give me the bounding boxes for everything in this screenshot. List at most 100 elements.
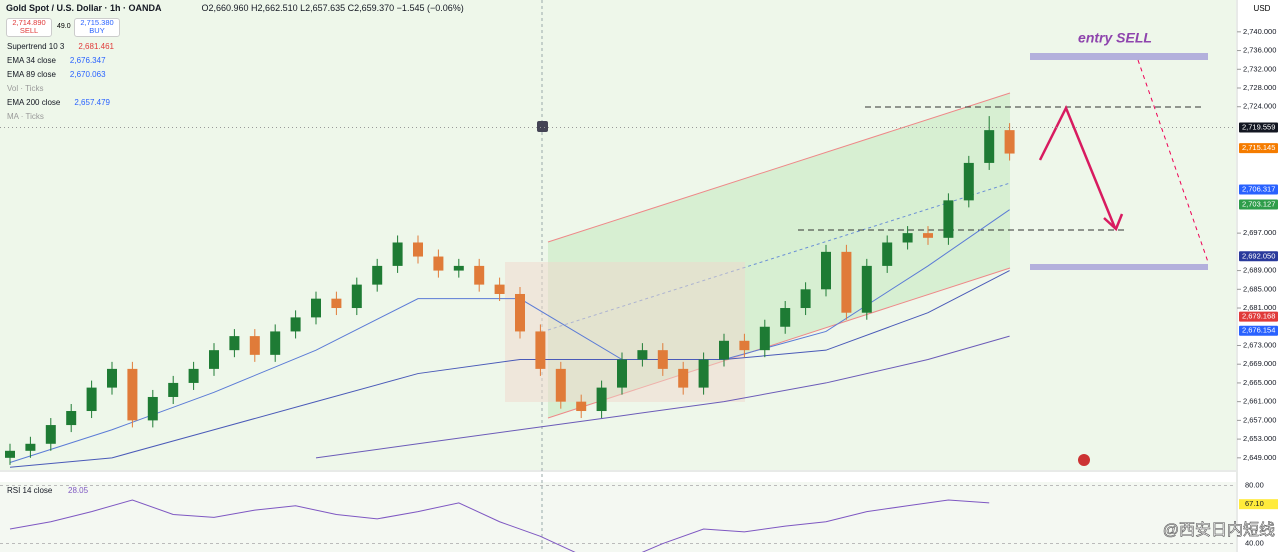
indicator-value: 2,676.347 [69,56,106,65]
watermark: @西安日内短线 [1163,521,1275,539]
ema-line [315,335,1010,459]
candle-body [270,331,281,355]
candle-body [657,350,668,369]
candle-body [290,317,301,332]
candle-body [984,130,995,163]
y-tick-label: 2,689.000 [1243,266,1276,275]
header: Gold Spot / U.S. Dollar · 1h · OANDA O2,… [6,3,464,13]
rsi-tick-label: 80.00 [1245,480,1264,489]
indicator[interactable]: MA · Ticks [7,112,44,121]
candle-body [555,368,566,402]
rsi-tick-label: 40.00 [1245,539,1264,548]
indicator-value: 2,670.063 [69,70,106,79]
candle-body [535,331,546,369]
ohlc: O2,660.960 H2,662.510 L2,657.635 C2,659.… [201,3,464,13]
rsi-bg [0,482,1236,552]
indicator[interactable]: EMA 34 close 2,676.347 [7,56,106,65]
arrow [1038,104,1117,229]
y-tick-label: 2,697.000 [1243,228,1276,237]
candle-body [209,350,219,369]
price-label-bg [1239,325,1278,336]
price-label: 2,703.127 [1242,199,1275,208]
indicator-name: MA · Ticks [7,112,44,121]
y-tick-label: 2,681.000 [1243,303,1276,312]
candle-body [963,162,974,201]
buy-price: 2,715.380 [80,18,114,27]
sell-price: 2,714.890 [12,18,46,27]
price-label-bg [1239,143,1278,154]
rsi-value: 28.05 [68,486,89,495]
price-label-bg [1239,122,1278,133]
symbol: Gold Spot / U.S. Dollar · 1h · OANDA [6,3,162,13]
candle-body [5,450,15,458]
sell-label: SELL [19,26,39,35]
price-label-bg [1239,199,1278,210]
price-label: 2,692.050 [1242,251,1275,260]
indicator[interactable]: EMA 89 close 2,670.063 [7,70,106,79]
candle-body [66,411,77,426]
candle-body [331,298,342,309]
candle-body [902,233,913,243]
annotation: entry SELL [1078,30,1152,46]
buy-label: BUY [89,26,105,35]
candle-body [882,242,893,266]
candle-body [943,200,954,238]
candle-body [474,265,485,285]
y-tick-label: 2,685.000 [1243,284,1276,293]
candle-body [678,368,689,388]
indicator-name: EMA 89 close [7,70,56,79]
candle-body [1004,130,1015,154]
candle-body [107,368,117,388]
candle-body [617,359,627,388]
arrow-dashed [1137,59,1209,263]
y-tick-label: 2,673.000 [1243,340,1276,349]
rsi-name: RSI 14 close [7,486,53,495]
price-label-bg [1239,184,1278,195]
y-tick-label: 2,661.000 [1243,397,1276,406]
y-tick-label: 2,665.000 [1243,378,1276,387]
rsi-level-bg [1239,499,1278,510]
y-tick-label: 2,740.000 [1243,27,1276,36]
candle-body [413,242,423,257]
buy-button[interactable]: 2,715.380 BUY [74,18,120,37]
indicator[interactable]: Vol · Ticks [7,84,43,93]
candle-body [229,336,240,351]
y-tick-label: 2,653.000 [1243,434,1276,443]
spread: 49.0 [57,23,71,30]
y-tick-label: 2,669.000 [1243,359,1276,368]
sell-button[interactable]: 2,714.890 SELL [6,18,52,37]
candle-body [841,251,852,313]
candle-body [719,340,729,360]
price-label: 2,715.145 [1242,143,1275,152]
candle-body [800,289,811,309]
candle-body [188,368,199,383]
candle-body [86,387,97,412]
candle-body [392,242,403,266]
indicator-value: 2,681.461 [78,42,114,51]
candle-body [637,350,648,360]
price-label: 2,719.559 [1242,123,1275,132]
indicator-name: EMA 34 close [7,56,56,65]
price-label: 2,676.154 [1242,326,1275,335]
candle-body [147,396,158,421]
indicator[interactable]: EMA 200 close 2,657.479 [7,98,110,107]
indicator[interactable]: Supertrend 10 3 2,681.461 [7,42,114,51]
arrow-head [1103,213,1124,232]
price-label-bg [1239,251,1278,262]
indicator-value: 2,657.479 [74,98,110,107]
currency[interactable]: USD [1254,4,1271,13]
price-label-bg [1239,311,1278,322]
crosshair-icon[interactable] [537,121,548,132]
candle-body [780,308,791,327]
y-tick-label: 2,724.000 [1243,102,1276,111]
target-zone [1030,264,1208,270]
channel-top [547,92,1011,243]
y-tick-label: 2,728.000 [1243,83,1276,92]
candle-body [576,401,587,412]
candle-body [698,359,709,388]
flag-icon [1078,454,1090,466]
candle-body [433,256,444,271]
indicator-name: Supertrend 10 3 [7,42,65,51]
rsi-line [9,499,990,552]
